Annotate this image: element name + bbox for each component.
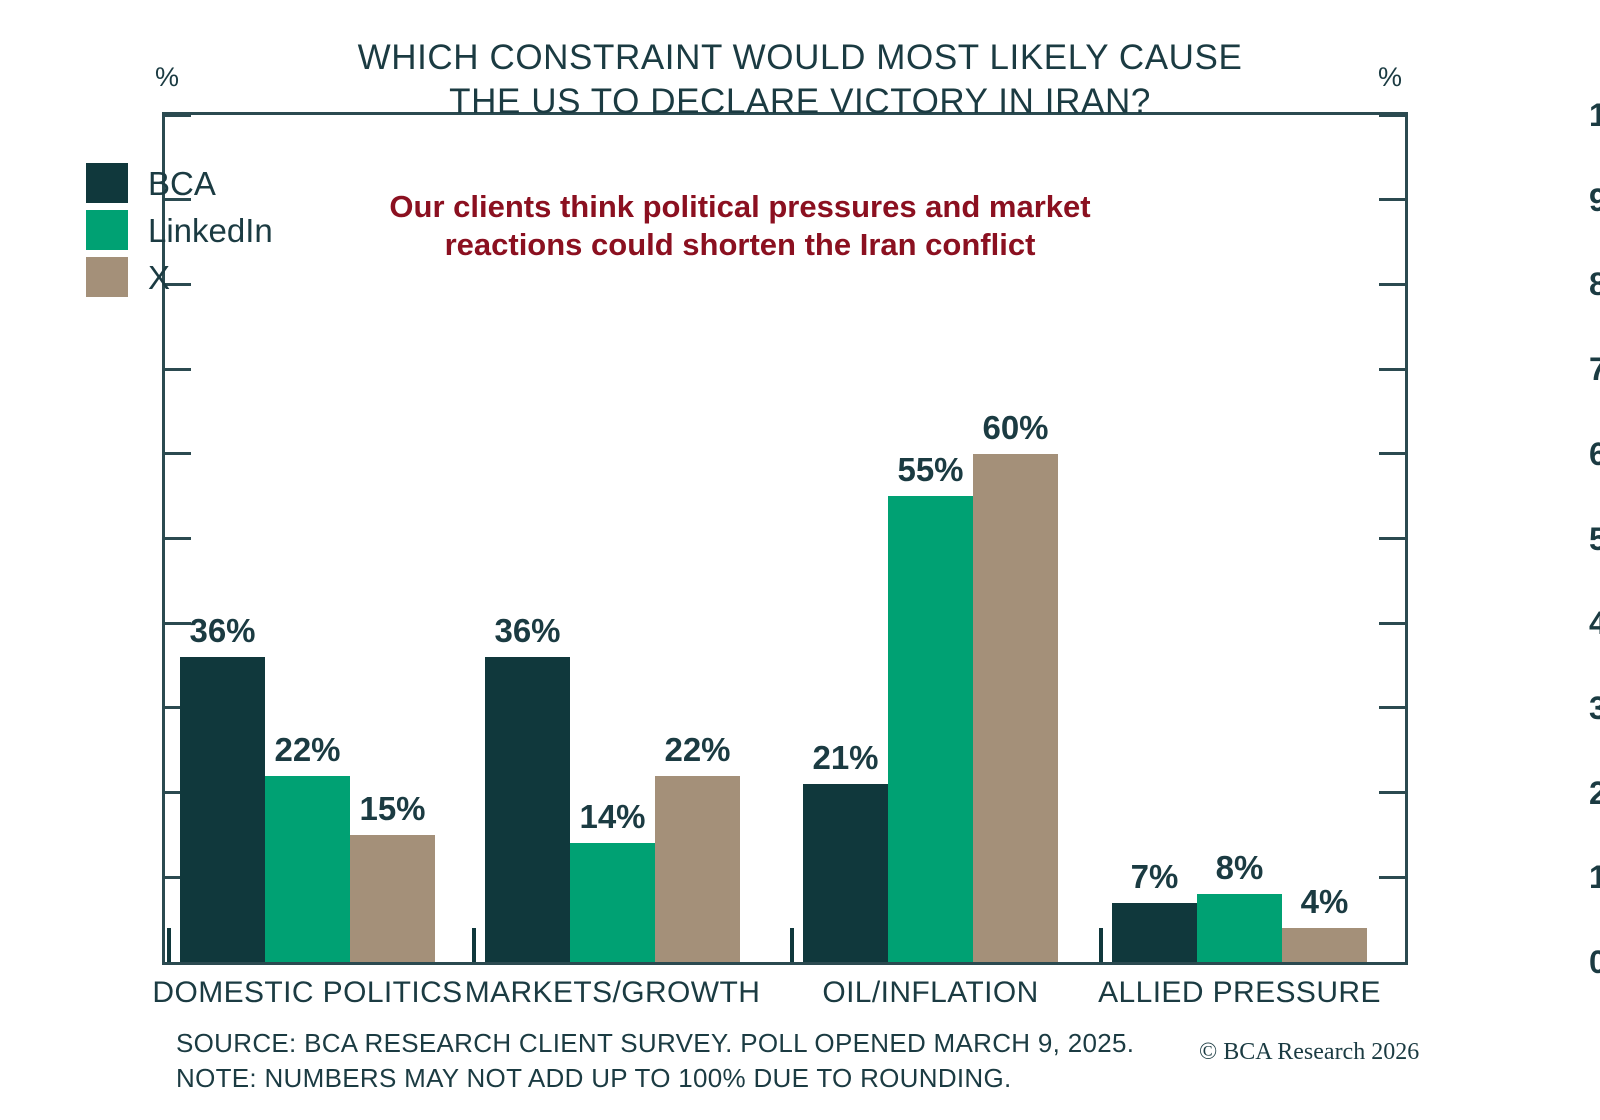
source-line-1: SOURCE: BCA RESEARCH CLIENT SURVEY. POLL… — [176, 1028, 1135, 1058]
plot-area: 0010102020303040405050606070708080909010… — [162, 99, 1600, 978]
y-axis-tick-right — [1379, 791, 1405, 795]
y-axis-tick-left — [165, 367, 191, 371]
bar-value-label: 36% — [494, 612, 561, 650]
chart-title-line-2: THE US TO DECLARE VICTORY IN IRAN? — [449, 81, 1151, 121]
legend-item-x[interactable]: X — [86, 254, 273, 300]
legend-swatch-icon — [86, 163, 128, 203]
source-line-2: NOTE: NUMBERS MAY NOT ADD UP TO 100% DUE… — [176, 1062, 1012, 1093]
chart-title: WHICH CONSTRAINT WOULD MOST LIKELY CAUSE… — [0, 36, 1600, 124]
x-axis-group-tick — [790, 928, 794, 962]
bar-bca-2[interactable] — [803, 784, 888, 962]
y-axis-tick-left — [165, 791, 191, 795]
bar-linkedin-3[interactable] — [1197, 894, 1282, 962]
plot-surface: 0010102020303040405050606070708080909010… — [165, 99, 1600, 978]
y-axis-tick-left — [165, 706, 191, 710]
bar-value-label: 8% — [1215, 849, 1264, 887]
y-axis-label-right: 30 — [1589, 689, 1600, 726]
bar-value-label: 22% — [274, 730, 341, 768]
y-axis-tick-right — [1379, 113, 1405, 117]
y-axis-tick-right — [1379, 706, 1405, 710]
y-axis-label-right: 70 — [1589, 351, 1600, 388]
y-axis-tick-right — [1379, 282, 1405, 286]
bar-value-label: 7% — [1130, 857, 1179, 895]
left-axis-unit-label: % — [155, 62, 180, 92]
bar-linkedin-2[interactable] — [888, 496, 973, 962]
bar-value-label: 4% — [1300, 883, 1349, 921]
bar-linkedin-0[interactable] — [265, 775, 350, 962]
x-axis-group-tick — [472, 928, 476, 962]
bar-bca-3[interactable] — [1112, 902, 1197, 962]
x-axis-category-label-1: MARKETS/GROWTH — [464, 976, 761, 1009]
right-axis-unit-label: % — [1378, 62, 1403, 92]
y-axis-tick-right — [1379, 367, 1405, 371]
y-axis-label-right: 20 — [1589, 774, 1600, 811]
y-axis-label-right: 100 — [1589, 97, 1600, 133]
bar-value-label: 36% — [189, 612, 256, 650]
y-axis-tick-left — [165, 452, 191, 456]
bar-bca-0[interactable] — [180, 657, 265, 962]
chart-annotation-line-1: Our clients think political pressures an… — [389, 189, 1091, 224]
y-axis-label-right: 40 — [1589, 605, 1600, 642]
y-axis-label-right: 0 — [1589, 944, 1600, 980]
bar-value-label: 14% — [579, 798, 646, 836]
chart-legend: BCA LinkedIn X — [86, 160, 273, 301]
y-axis-tick-left — [165, 282, 191, 286]
y-axis-tick-left — [165, 198, 191, 202]
y-axis-label-right: 80 — [1589, 266, 1600, 303]
y-axis-tick-right — [1379, 875, 1405, 879]
legend-label: BCA — [148, 164, 216, 202]
y-axis-tick-right — [1379, 452, 1405, 456]
y-axis-label-right: 90 — [1589, 181, 1600, 218]
y-axis-tick-right — [1379, 198, 1405, 202]
y-axis-label-right: 60 — [1589, 435, 1600, 472]
legend-label: X — [148, 258, 171, 296]
x-axis-group-tick — [1099, 928, 1103, 962]
legend-item-linkedin[interactable]: LinkedIn — [86, 207, 273, 253]
source-note: SOURCE: BCA RESEARCH CLIENT SURVEY. POLL… — [176, 1026, 1134, 1095]
y-axis-tick-left — [165, 113, 191, 117]
chart-annotation: Our clients think political pressures an… — [360, 188, 1120, 265]
copyright-notice: © BCA Research 2026 — [1199, 1039, 1420, 1065]
bar-value-label: 15% — [359, 789, 426, 827]
bar-bca-1[interactable] — [485, 657, 570, 962]
bar-x-0[interactable] — [350, 834, 435, 962]
bar-value-label: 21% — [812, 739, 879, 777]
chart-title-line-1: WHICH CONSTRAINT WOULD MOST LIKELY CAUSE — [357, 38, 1243, 77]
y-axis-tick-right — [1379, 621, 1405, 625]
bar-value-label: 60% — [982, 408, 1049, 446]
legend-item-bca[interactable]: BCA — [86, 160, 273, 206]
x-axis-category-label-3: ALLIED PRESSURE — [1098, 976, 1381, 1009]
y-axis-tick-left — [165, 875, 191, 879]
x-axis-category-label-0: DOMESTIC POLITICS — [152, 976, 463, 1009]
bar-value-label: 22% — [664, 730, 731, 768]
y-axis-tick-left — [165, 621, 191, 625]
legend-swatch-icon — [86, 257, 128, 297]
legend-label: LinkedIn — [148, 211, 273, 249]
bar-value-label: 55% — [897, 451, 964, 489]
x-axis-group-tick — [167, 928, 171, 962]
bar-linkedin-1[interactable] — [570, 843, 655, 962]
bar-x-2[interactable] — [973, 453, 1058, 962]
y-axis-label-right: 50 — [1589, 520, 1600, 557]
y-axis-tick-left — [165, 537, 191, 540]
y-axis-tick-right — [1379, 537, 1405, 540]
bar-x-1[interactable] — [655, 775, 740, 962]
x-axis-category-label-2: OIL/INFLATION — [822, 976, 1039, 1009]
bar-x-3[interactable] — [1282, 928, 1367, 962]
y-axis-label-right: 10 — [1589, 859, 1600, 896]
chart-annotation-line-2: reactions could shorten the Iran conflic… — [444, 227, 1036, 263]
legend-swatch-icon — [86, 210, 128, 250]
